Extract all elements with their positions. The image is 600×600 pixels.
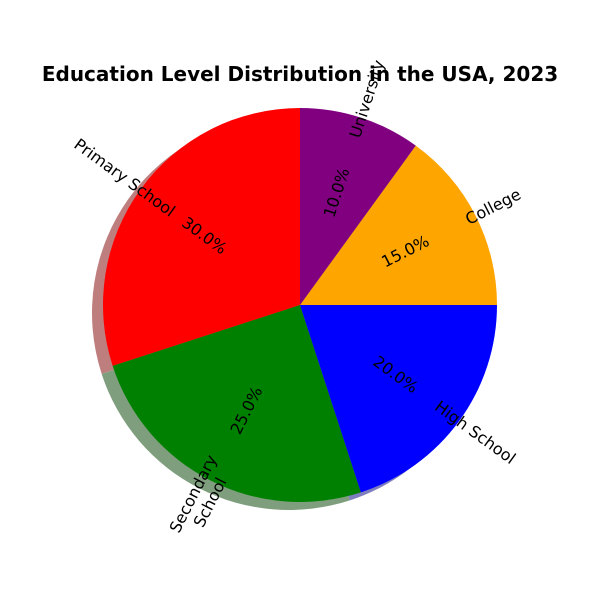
slice-primary-school: [102, 108, 300, 366]
slice-high-school: [300, 305, 497, 493]
chart-title: Education Level Distribution in the USA,…: [42, 62, 558, 86]
slice-college: [300, 145, 497, 305]
slice-label-college: College: [462, 185, 524, 229]
slice-label-line: College: [462, 185, 524, 229]
slice-secondary-school: [112, 305, 361, 502]
slice-university: [300, 108, 416, 305]
pie-slices: [102, 108, 497, 502]
